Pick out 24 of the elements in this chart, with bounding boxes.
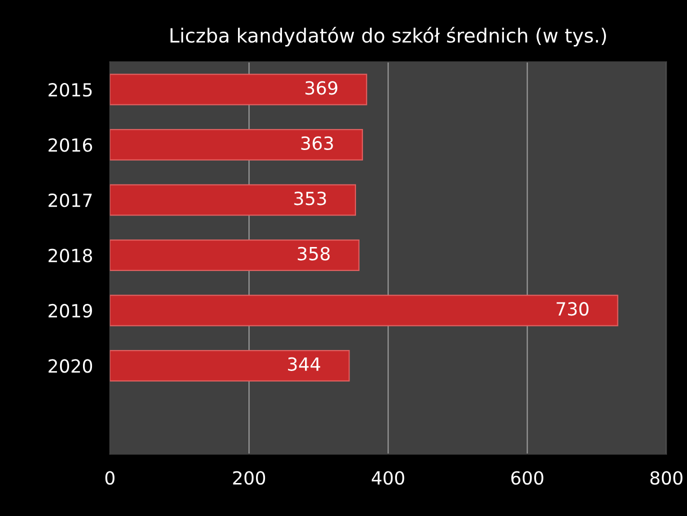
data-label: 730 bbox=[556, 302, 588, 316]
bar bbox=[110, 74, 368, 106]
bar bbox=[110, 350, 350, 382]
data-label: 363 bbox=[301, 136, 333, 150]
data-label: 369 bbox=[305, 81, 338, 95]
x-tick-label: 200 bbox=[233, 471, 266, 485]
y-tick-label: 2018 bbox=[48, 248, 92, 262]
x-tick-label: 800 bbox=[650, 471, 682, 485]
x-tick-label: 400 bbox=[372, 471, 404, 485]
bar bbox=[110, 239, 360, 271]
y-tick-label: 2019 bbox=[48, 304, 92, 318]
y-tick-label: 2015 bbox=[48, 82, 92, 97]
data-label: 358 bbox=[298, 246, 330, 260]
y-tick-label: 2017 bbox=[48, 193, 92, 208]
y-tick-label: 2016 bbox=[48, 138, 92, 152]
data-label: 353 bbox=[294, 192, 326, 206]
x-tick-label: 600 bbox=[511, 471, 544, 485]
y-tick-label: 2020 bbox=[48, 359, 92, 373]
bar bbox=[110, 129, 363, 161]
bar bbox=[110, 294, 618, 326]
x-tick-label: 0 bbox=[105, 471, 114, 485]
chart-title: Liczba kandydatów do szkół średnich (w tys.) bbox=[170, 26, 606, 47]
data-label: 344 bbox=[288, 357, 320, 371]
bar bbox=[110, 184, 356, 216]
